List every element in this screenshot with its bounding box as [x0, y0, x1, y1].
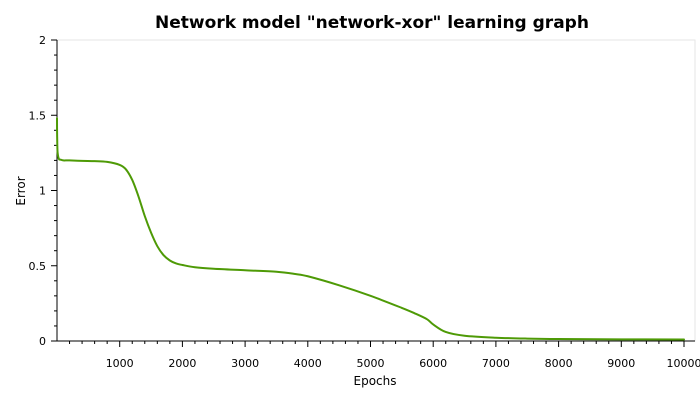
y-tick-label: 1.5 — [29, 109, 47, 122]
x-tick-label: 4000 — [294, 357, 322, 370]
x-tick-label: 6000 — [419, 357, 447, 370]
error-series-line — [56, 117, 685, 341]
x-tick-label: 1000 — [106, 357, 134, 370]
x-tick-label: 10000 — [667, 357, 700, 370]
axes — [56, 40, 695, 342]
y-tick-label: 0.5 — [29, 260, 47, 273]
y-tick-label: 1 — [39, 185, 46, 198]
y-axis-label: Error — [14, 176, 28, 205]
y-tick-label: 0 — [39, 335, 46, 348]
x-tick-label: 5000 — [357, 357, 385, 370]
y-tick-label: 2 — [39, 34, 46, 47]
x-tick-label: 9000 — [607, 357, 635, 370]
plot-area-frame — [56, 39, 696, 342]
x-tick-label: 8000 — [545, 357, 573, 370]
x-tick-label: 7000 — [482, 357, 510, 370]
chart-title: Network model "network-xor" learning gra… — [155, 13, 589, 33]
x-tick-label: 2000 — [168, 357, 196, 370]
tick-labels: 1000 2000 3000 4000 5000 6000 7000 8000 9000 1000… — [29, 34, 700, 370]
x-axis-label: Epochs — [354, 374, 397, 388]
tick-marks — [51, 39, 685, 347]
x-tick-label: 3000 — [231, 357, 259, 370]
